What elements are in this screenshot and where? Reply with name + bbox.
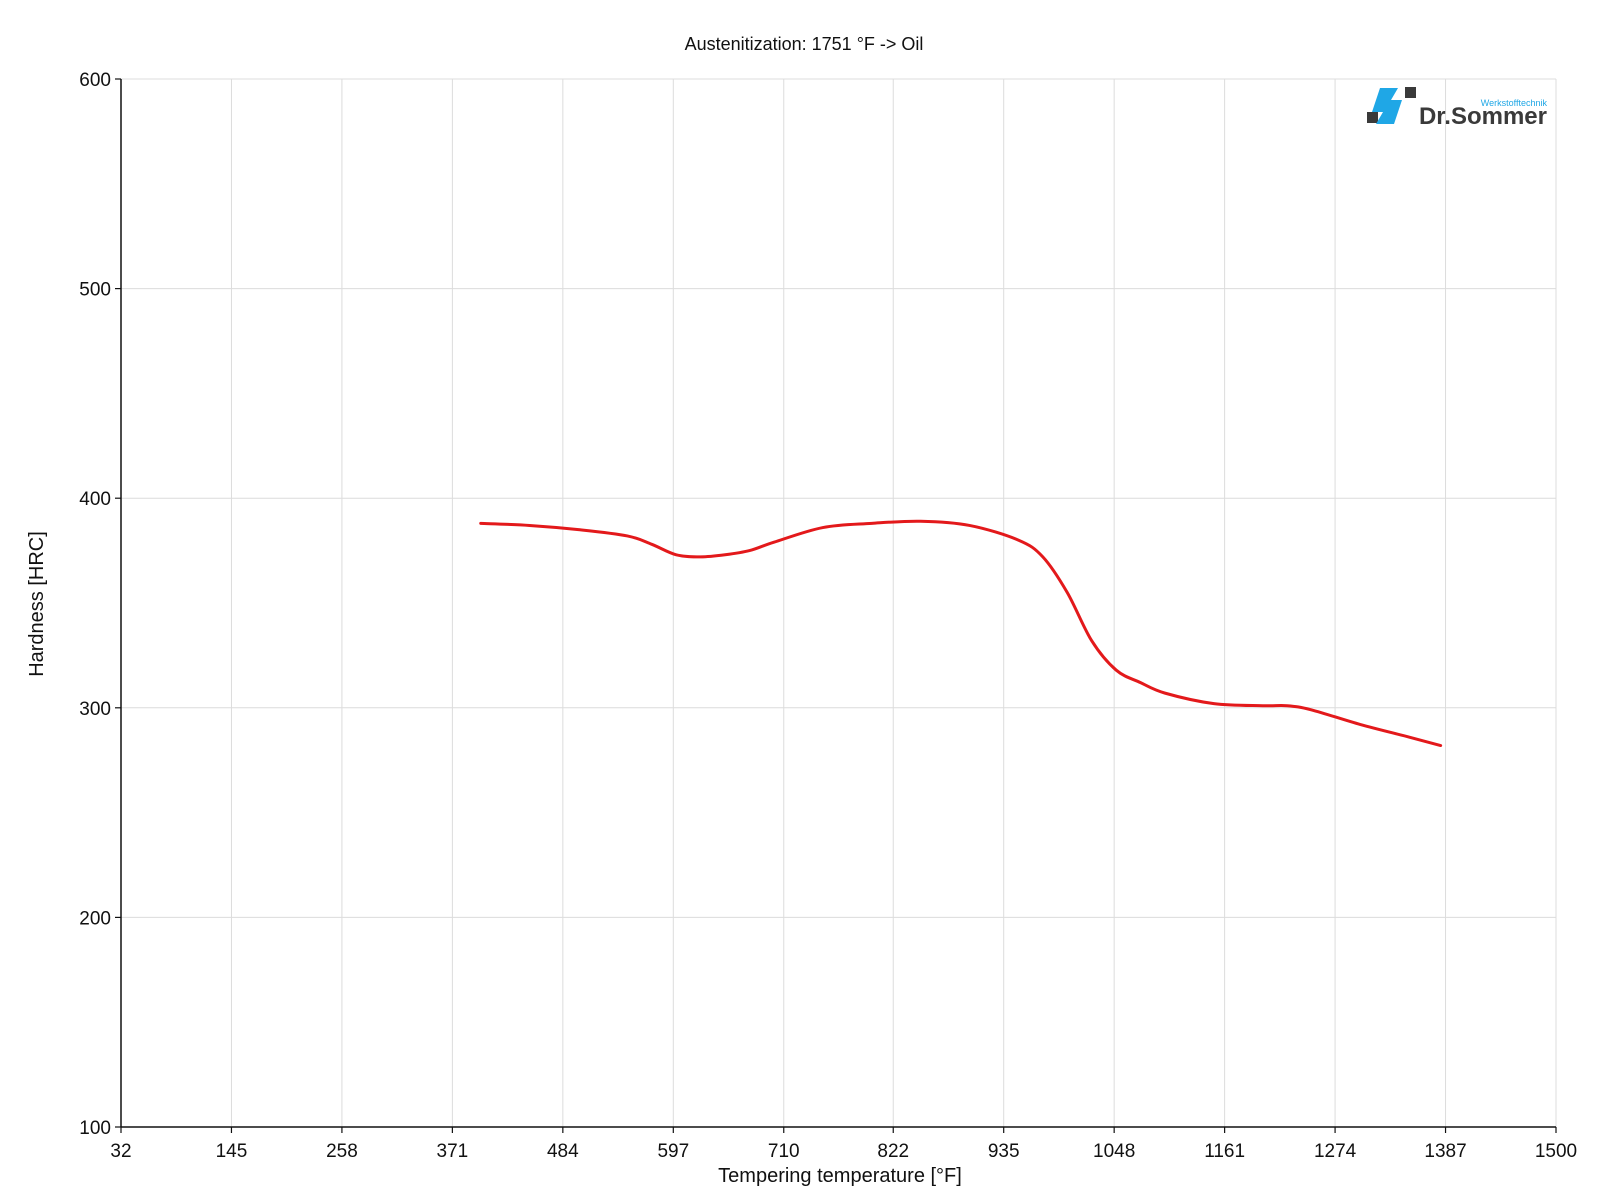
axes [120, 79, 1556, 1128]
x-tick-label: 935 [988, 1141, 1020, 1162]
x-tick-label: 1048 [1093, 1141, 1135, 1162]
y-tick-label: 400 [79, 489, 111, 510]
series-group [479, 519, 1443, 748]
x-tick-label: 1274 [1314, 1141, 1357, 1162]
chart-title: Austenitization: 1751 °F -> Oil [685, 34, 924, 54]
logo-square-dark-left [1367, 112, 1378, 123]
y-tick-label: 600 [79, 70, 111, 91]
x-tick-label: 710 [768, 1141, 800, 1162]
x-tick-label: 484 [547, 1141, 579, 1162]
x-tick-label: 145 [216, 1141, 248, 1162]
logo-subtitle: Werkstofftechnik [1481, 98, 1548, 108]
logo-name: Dr.Sommer [1419, 103, 1547, 130]
y-tick-label: 500 [79, 280, 111, 301]
y-tick-label: 200 [79, 908, 111, 929]
x-tick-label: 258 [326, 1141, 358, 1162]
series-line-0 [479, 519, 1443, 748]
x-tick-label: 822 [877, 1141, 909, 1162]
x-tick-label: 32 [110, 1141, 131, 1162]
x-tick-label: 1500 [1535, 1141, 1577, 1162]
y-tick-label: 300 [79, 699, 111, 720]
y-axis-ticks: 100 200 300 400 500 600 [79, 70, 121, 1139]
y-axis-title: Hardness [HRC] [26, 531, 48, 677]
y-tick-label: 100 [79, 1118, 111, 1139]
x-tick-label: 597 [657, 1141, 689, 1162]
logo-square-dark-right [1405, 87, 1416, 98]
logo-s-mark-icon [1372, 88, 1402, 124]
grid [121, 78, 1557, 1127]
x-tick-label: 1387 [1424, 1141, 1466, 1162]
x-axis-ticks: 32 145 258 371 484 597 710 822 935 1048 1161 1274 13… [110, 1127, 1577, 1162]
x-tick-label: 371 [437, 1141, 469, 1162]
x-tick-label: 1161 [1204, 1141, 1245, 1162]
dr-sommer-logo: Werkstofftechnik Dr.Sommer [1367, 87, 1547, 130]
x-axis-title: Tempering temperature [°F] [718, 1165, 962, 1187]
